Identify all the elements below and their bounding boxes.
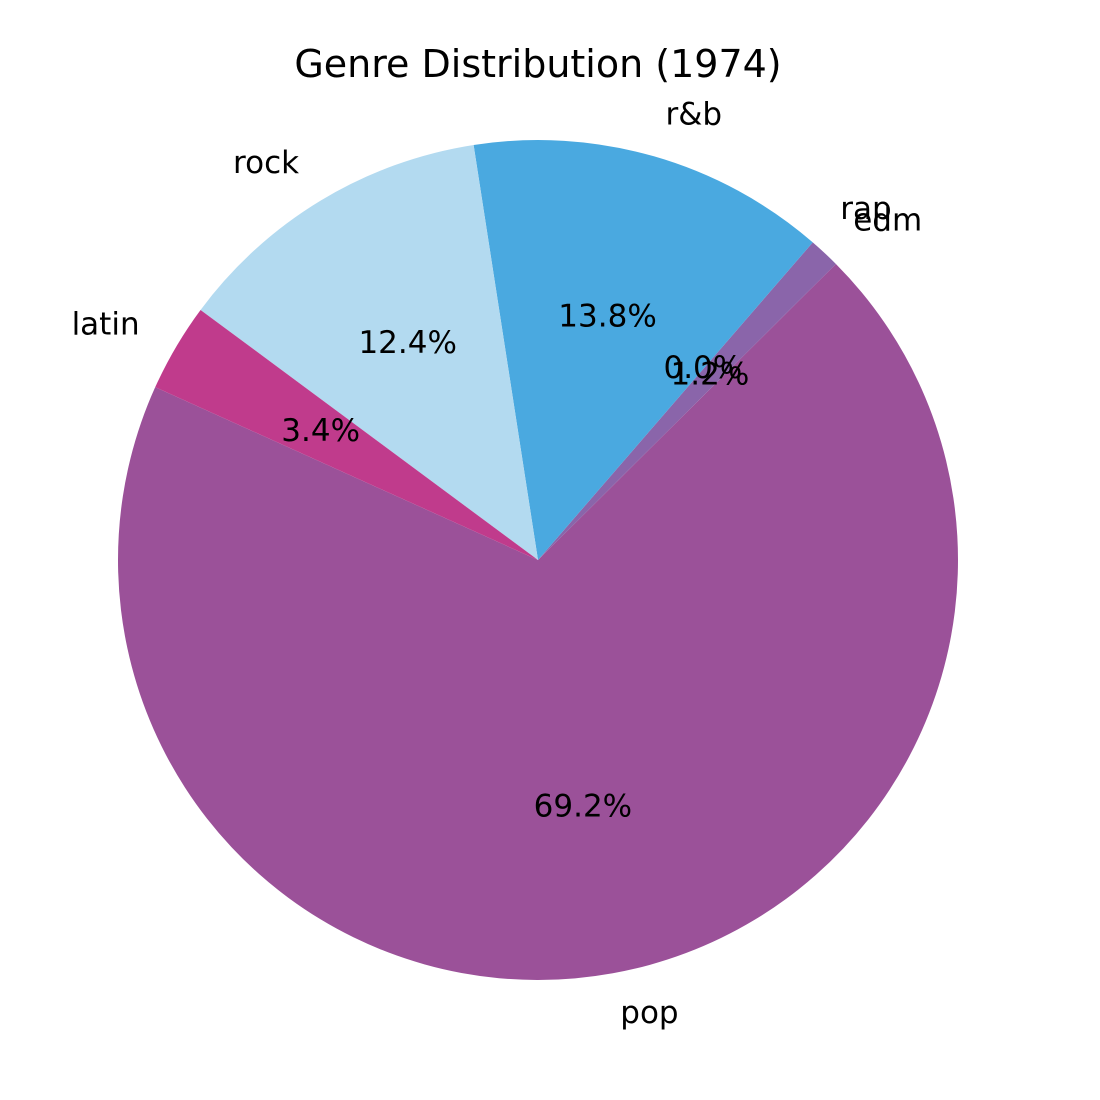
pie-labels: pop 69.2% edm 1.2% rap 0.0% r&b 13.8% rock 12.4% l… [72,96,923,1031]
pie-label-rock: rock [233,145,299,181]
pie-label-rap: rap [840,191,891,227]
pie-slice-r-b [473,139,813,560]
pie-pct-label-rock: 12.4% [358,325,456,361]
pie-slice-latin [155,309,538,560]
pie-slice-edm [538,242,836,560]
pie-slice-rock [200,144,538,560]
chart-title: Genre Distribution (1974) [294,42,781,86]
pie-slices [118,139,959,981]
pie-label-r-b: r&b [665,96,722,132]
pie-label-edm: edm [853,203,922,239]
pie-pct-label-rap: 0.0% [663,350,742,386]
pie-slice-pop [118,263,959,981]
pie-pct-label-r-b: 13.8% [558,298,656,334]
pie-label-pop: pop [620,995,678,1031]
pie-label-latin: latin [72,307,140,343]
pie-pct-label-latin: 3.4% [281,413,360,449]
pie-pct-label-pop: 69.2% [534,788,632,824]
pie-pct-label-edm: 1.2% [671,356,750,392]
